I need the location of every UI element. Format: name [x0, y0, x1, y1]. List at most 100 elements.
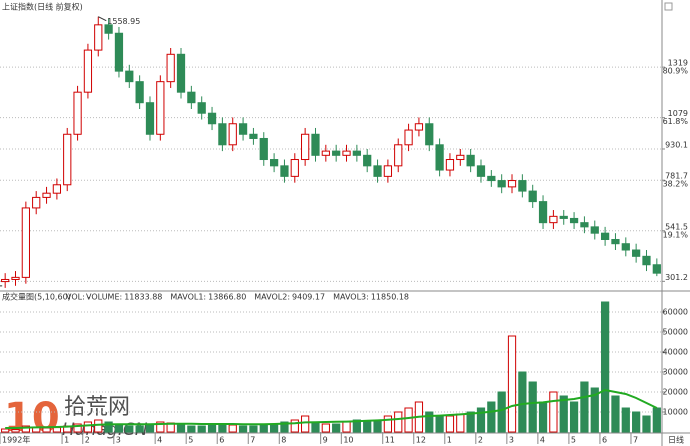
x-tick-label: 1 [64, 436, 69, 445]
volume-bar [559, 395, 568, 433]
x-tick-label: 5 [188, 436, 193, 445]
period: 日线 [668, 435, 684, 445]
x-tick-label: 9 [323, 436, 328, 445]
legend-value: 11833.88 [124, 293, 162, 302]
volume-bar [197, 425, 206, 433]
x-tick-label: 4 [540, 436, 545, 445]
indicator: VOL: - [66, 293, 90, 302]
volume-bar [187, 425, 196, 433]
volume-bar [394, 411, 403, 433]
volume-bar [11, 429, 20, 433]
candle-body [207, 112, 217, 125]
candle-body [445, 159, 455, 171]
candle-body [21, 207, 30, 278]
volume-bar [497, 391, 506, 433]
candle-body [114, 32, 124, 72]
candle-body [104, 24, 113, 34]
legend-name: MAVOL3: [333, 293, 369, 302]
window-button[interactable] [664, 2, 673, 11]
x-tick-label: 6 [219, 436, 224, 445]
candle-body [145, 102, 155, 135]
x-tick-label: 1 [447, 436, 452, 445]
volume-bar [42, 427, 51, 433]
candle-body [363, 154, 372, 167]
candle-body [11, 276, 20, 280]
volume-bar [590, 387, 599, 433]
volume-bar [218, 423, 227, 433]
y-tick-label: 930.1 [665, 140, 688, 149]
legend-value: 9409.17 [292, 293, 325, 302]
candle-body [611, 238, 620, 245]
volume-bar [145, 424, 155, 433]
candle-body [580, 222, 589, 228]
y-tick-label: 20000 [663, 388, 688, 397]
candle-body [176, 53, 186, 93]
volume-bar [321, 423, 330, 433]
watermark-number: 10 [4, 395, 60, 441]
volume-bar [290, 419, 299, 433]
y-tick-ratio: 19.1% [663, 230, 689, 239]
volume-bar [363, 421, 372, 433]
volume-bar [569, 401, 579, 433]
volume-bar [52, 427, 62, 433]
volume-bar [632, 411, 641, 433]
candle-body [549, 215, 558, 224]
x-tick-label: 12 [416, 436, 426, 445]
candle-body [311, 133, 320, 156]
candle-body [559, 215, 568, 219]
volume-bar [1, 428, 10, 433]
legend-name: MAVOL2: [254, 293, 290, 302]
volume-title: 成交量图(5,10,60) [2, 292, 71, 302]
y-tick-label: 40000 [663, 348, 688, 357]
candle-body [290, 159, 299, 177]
volume-bar [373, 419, 382, 433]
volume-bar [456, 413, 465, 433]
x-tick-label: 3 [116, 436, 121, 445]
volume-bar [249, 425, 258, 433]
candle-body [321, 150, 330, 156]
candle-body [1, 278, 10, 283]
candle-body [187, 91, 196, 104]
candle-body [156, 81, 165, 135]
candle-body [32, 196, 41, 209]
volume-bar [342, 421, 351, 433]
candle-body [456, 154, 465, 161]
volume-bar [104, 421, 113, 433]
y-tick-label: 781.7 [665, 172, 688, 181]
volume-bar [507, 335, 517, 433]
volume-bar [311, 421, 320, 433]
volume-bar [600, 301, 610, 433]
volume-bar [332, 423, 341, 433]
candle-body [466, 154, 475, 167]
candle-body [73, 91, 82, 135]
candle-body [218, 123, 227, 146]
x-tick-label: 2 [478, 436, 483, 445]
volume-bar [83, 421, 93, 433]
y-tick-ratio: 61.8% [663, 117, 689, 126]
volume-bar [476, 407, 486, 433]
candle-body [590, 226, 599, 234]
x-tick-label: 5 [571, 436, 576, 445]
volume-bar [176, 424, 186, 433]
volume-bar [125, 425, 134, 433]
volume-bar [611, 395, 620, 433]
candle-body [373, 165, 382, 177]
volume-bar [269, 423, 279, 433]
x-tick-label: 7 [633, 436, 638, 445]
volume-bar [528, 381, 537, 433]
volume-bar [466, 411, 475, 433]
volume-bar [621, 407, 630, 433]
candle-body [435, 144, 444, 171]
x-tick-label: 2 [85, 436, 90, 445]
x-tick-label: 8 [281, 436, 286, 445]
x-tick-label: 1992年 [2, 435, 30, 445]
volume-bar [538, 401, 548, 433]
y-tick-label: 60000 [663, 308, 688, 317]
x-tick-label: 11 [385, 436, 395, 445]
volume-bar [238, 425, 248, 433]
candle-body [63, 133, 72, 186]
volume-bar [259, 424, 268, 433]
candle-body [52, 184, 62, 194]
candle-body [642, 255, 651, 266]
candle-body [476, 165, 486, 177]
